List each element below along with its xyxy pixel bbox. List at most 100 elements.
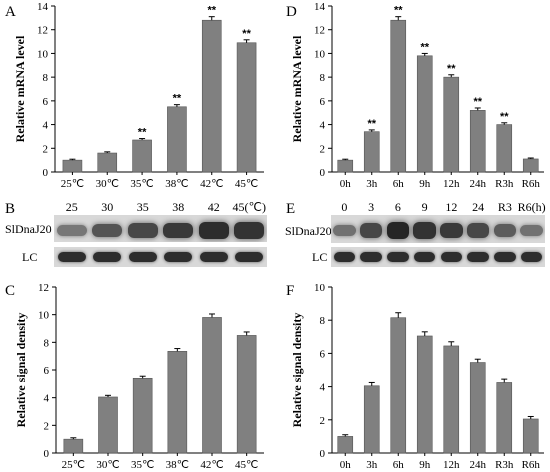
blot-target-strip (54, 215, 267, 242)
y-tick-label: 6 (43, 96, 49, 108)
x-tick-label: 3h (366, 178, 378, 190)
blot-band (127, 223, 158, 238)
blot-control-band (413, 252, 436, 262)
y-tick-label: 2 (44, 420, 50, 432)
blot-lane-label: 45(℃) (232, 200, 266, 214)
blot-control-band (440, 252, 463, 262)
bar (236, 42, 257, 173)
y-tick-label: 4 (320, 382, 326, 394)
x-tick-label: 42℃ (200, 178, 223, 190)
y-tick-label: 6 (44, 365, 50, 377)
x-tick-label: 6h (393, 178, 405, 190)
blot-control-band (494, 252, 516, 262)
blot-band (333, 225, 356, 236)
y-tick-label: 2 (320, 143, 326, 155)
y-axis-label: Relative signal density (14, 313, 28, 428)
blot-target-label: SlDnaJ20 (5, 222, 52, 236)
chart-f: 0 2 4 6 8 10 Relative signal density 0h 3h 6h 9h 12… (290, 282, 544, 471)
blot-lane-label: 0 (341, 200, 348, 214)
blot-band (440, 222, 463, 239)
blot-control-band (333, 252, 356, 262)
y-tick-label: 2 (43, 143, 49, 155)
bar (469, 110, 486, 173)
blot-lane-label: 35 (136, 200, 149, 214)
bar (132, 377, 153, 454)
bar (496, 124, 513, 173)
blot-lane-label: 6 (394, 200, 401, 214)
bar (416, 55, 433, 173)
blot-band (386, 221, 410, 240)
y-tick-label: 10 (37, 48, 49, 60)
x-tick-label: 12h (443, 459, 460, 471)
x-tick-label: R3h (495, 459, 514, 471)
panel-letter-a: A (5, 4, 16, 20)
bar (236, 335, 257, 454)
bar (443, 345, 460, 454)
chart-a: 0 2 4 6 8 10 12 14 Relative mRNA level 25℃ 30℃ ** 35… (13, 1, 264, 190)
y-tick-label: 8 (43, 72, 49, 84)
bar (363, 385, 380, 454)
blot-band (359, 223, 383, 238)
blot-control-strip (54, 247, 267, 267)
bar (62, 159, 83, 173)
blot-band (56, 225, 87, 236)
panel-letter-f: F (286, 283, 295, 299)
y-tick-label: 0 (320, 167, 326, 179)
y-tick-label: 10 (314, 48, 326, 60)
blot-lane-label: 30 (101, 200, 114, 214)
x-tick-label: 45℃ (235, 459, 258, 471)
bar (443, 76, 460, 173)
bar (202, 317, 222, 454)
blot-lane-label: 42 (207, 200, 220, 214)
y-tick-label: 4 (43, 120, 49, 132)
blot-control-band (57, 252, 86, 262)
y-tick-label: 4 (320, 120, 326, 132)
x-tick-label: 35℃ (130, 178, 153, 190)
significance-label: ** (207, 5, 216, 17)
blot-band (466, 223, 490, 238)
blot-lane-label: R6(h) (517, 200, 546, 214)
x-tick-label: 24h (470, 178, 487, 190)
bar (496, 382, 513, 454)
significance-label: ** (138, 127, 147, 139)
y-tick-label: 6 (320, 348, 326, 360)
blot-band (92, 223, 123, 238)
y-tick-label: 12 (314, 25, 325, 37)
blot-lane-label: 38 (172, 200, 185, 214)
y-axis-label: Relative mRNA level (13, 35, 27, 142)
blot-band (163, 222, 194, 239)
x-tick-label: 9h (419, 459, 431, 471)
blot-lane-label: 25 (65, 200, 78, 214)
x-tick-label: 0h (340, 459, 352, 471)
panel-letter-b: B (5, 201, 16, 217)
bar (390, 317, 407, 454)
blot-lane-label: R3 (497, 200, 512, 214)
blot-control-band (520, 252, 543, 262)
y-tick-label: 10 (38, 310, 50, 322)
blot-control-band (387, 252, 409, 262)
blot-lane-label: 24 (472, 200, 485, 214)
blot-control-band (360, 252, 382, 262)
x-tick-label: R3h (495, 178, 514, 190)
x-tick-label: 45℃ (235, 178, 258, 190)
y-tick-label: 10 (314, 282, 326, 294)
panel-letter-c: C (5, 283, 16, 299)
y-tick-label: 6 (320, 96, 326, 108)
bar (167, 351, 188, 454)
blot-lane-label: 12 (445, 200, 458, 214)
y-tick-label: 14 (314, 1, 326, 13)
x-tick-label: 38℃ (165, 178, 188, 190)
blot-control-label: LC (312, 250, 328, 264)
x-tick-label: 9h (419, 178, 431, 190)
blot-target-label: SlDnaJ20 (285, 224, 332, 238)
blot-lane-label: 3 (368, 200, 375, 214)
blot-band (520, 225, 543, 236)
x-tick-label: 6h (393, 459, 405, 471)
x-tick-label: 12h (443, 178, 460, 190)
blot-control-band (93, 252, 122, 262)
blot-control-band (199, 252, 228, 262)
bar (469, 362, 486, 454)
blot-target-strip (331, 215, 545, 243)
x-tick-label: R6h (522, 459, 541, 471)
